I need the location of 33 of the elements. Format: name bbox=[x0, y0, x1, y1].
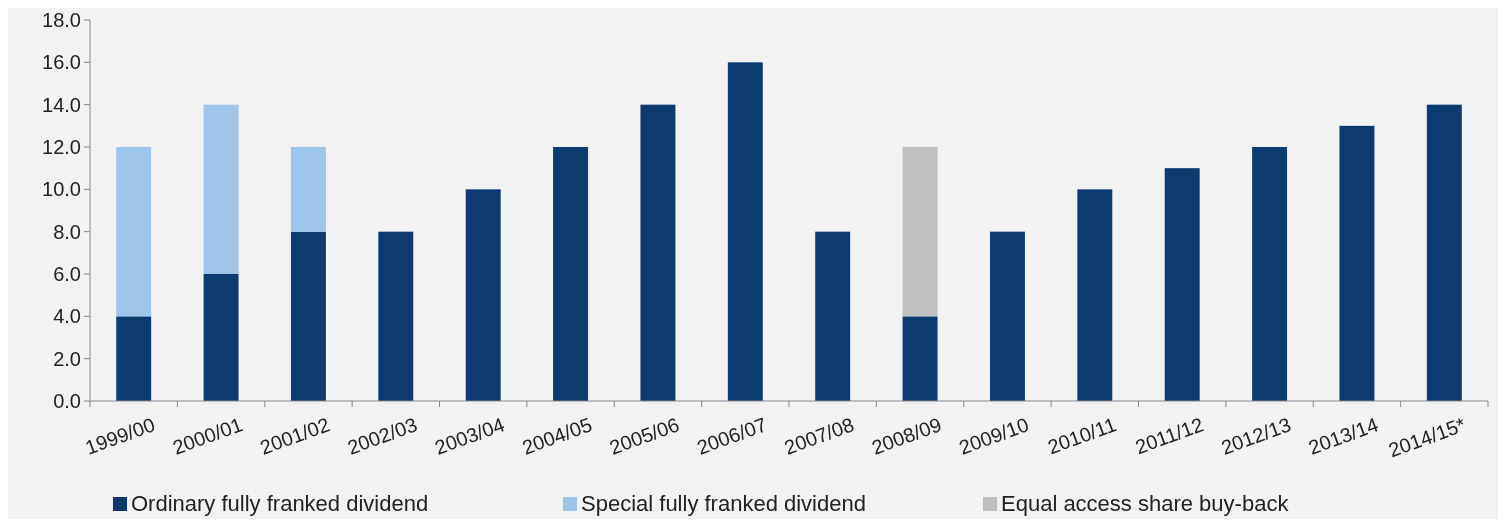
bar bbox=[1164, 168, 1200, 401]
y-tick-label: 0.0 bbox=[53, 390, 81, 412]
y-tick-label: 4.0 bbox=[53, 305, 81, 328]
bar bbox=[465, 189, 501, 401]
y-tick-label: 16.0 bbox=[42, 51, 81, 74]
bar bbox=[1252, 147, 1288, 401]
bar bbox=[116, 147, 152, 317]
y-tick-label: 6.0 bbox=[53, 263, 81, 285]
y-tick-label: 10.0 bbox=[42, 178, 81, 201]
bar bbox=[902, 147, 938, 317]
bar bbox=[290, 147, 326, 232]
bar bbox=[1339, 125, 1375, 401]
y-tick-label: 18.0 bbox=[42, 9, 81, 31]
bar bbox=[640, 104, 676, 401]
y-tick-label: 2.0 bbox=[53, 347, 81, 370]
bar bbox=[902, 316, 938, 401]
bar bbox=[989, 231, 1025, 401]
bar bbox=[290, 231, 326, 401]
y-tick-label: 8.0 bbox=[53, 220, 81, 243]
bar bbox=[203, 104, 239, 274]
legend-label: Ordinary fully franked dividend bbox=[131, 491, 429, 516]
bar bbox=[553, 147, 589, 401]
bar bbox=[378, 231, 414, 401]
bar bbox=[203, 274, 239, 401]
bar bbox=[815, 231, 851, 401]
legend-label: Special fully franked dividend bbox=[581, 491, 866, 516]
y-tick-label: 12.0 bbox=[42, 136, 81, 158]
legend-label: Equal access share buy-back bbox=[1001, 491, 1290, 516]
bar bbox=[116, 316, 152, 401]
bar bbox=[1077, 189, 1113, 401]
bar bbox=[1426, 104, 1462, 401]
y-tick-label: 14.0 bbox=[42, 93, 81, 116]
bar bbox=[727, 62, 763, 401]
